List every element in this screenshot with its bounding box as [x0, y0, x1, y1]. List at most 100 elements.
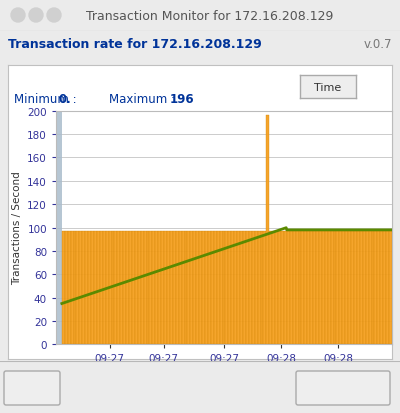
Bar [97, 231, 100, 344]
Bar [164, 231, 167, 344]
Bar [161, 231, 164, 344]
Bar [336, 231, 340, 344]
Bar [354, 231, 357, 344]
Bar [62, 231, 65, 344]
Bar [228, 231, 231, 344]
Bar [184, 231, 188, 344]
Bar [85, 231, 88, 344]
Bar [313, 231, 316, 344]
Bar [217, 231, 220, 344]
Bar [240, 231, 243, 344]
Bar [374, 231, 377, 344]
Bar [150, 231, 152, 344]
Bar [158, 231, 161, 344]
Bar [351, 231, 354, 344]
Text: 0.: 0. [58, 93, 71, 105]
Bar [246, 231, 249, 344]
Bar [211, 231, 214, 344]
Text: Transaction Monitor for 172.16.208.129: Transaction Monitor for 172.16.208.129 [86, 9, 334, 22]
Bar [284, 231, 287, 344]
Bar [59, 112, 62, 344]
Bar [302, 231, 304, 344]
Bar [144, 231, 146, 344]
Text: 196: 196 [169, 93, 194, 105]
Bar [304, 231, 307, 344]
Bar [298, 231, 302, 344]
Bar [340, 231, 342, 344]
Bar [188, 231, 190, 344]
Bar [296, 231, 298, 344]
Bar [383, 231, 386, 344]
Bar [155, 231, 158, 344]
Bar [100, 231, 103, 344]
Bar [112, 231, 114, 344]
Bar [281, 231, 284, 344]
Bar [377, 231, 380, 344]
Bar [357, 231, 360, 344]
Text: Transaction rate for 172.16.208.129: Transaction rate for 172.16.208.129 [8, 38, 262, 50]
Bar [106, 231, 108, 344]
Bar [287, 231, 290, 344]
Text: ▼: ▼ [43, 382, 51, 392]
Bar [322, 231, 325, 344]
Bar [167, 231, 170, 344]
Bar [290, 231, 293, 344]
Bar [342, 231, 345, 344]
Bar [114, 231, 117, 344]
Circle shape [29, 9, 43, 23]
Bar [202, 231, 205, 344]
Bar [117, 231, 120, 344]
Bar [260, 231, 264, 344]
Bar [249, 231, 252, 344]
Bar [237, 231, 240, 344]
Bar [173, 231, 176, 344]
Bar [65, 231, 68, 344]
Bar [269, 231, 272, 344]
Bar [146, 231, 150, 344]
Bar [325, 231, 328, 344]
Bar [348, 231, 351, 344]
Bar [138, 231, 141, 344]
Bar [120, 231, 123, 344]
Bar [79, 231, 82, 344]
Bar [366, 231, 369, 344]
Bar [310, 231, 313, 344]
Bar [389, 231, 392, 344]
Bar [141, 231, 144, 344]
Bar [278, 231, 281, 344]
Bar [331, 231, 334, 344]
Bar [132, 231, 135, 344]
Bar [369, 231, 372, 344]
Bar [231, 231, 234, 344]
Bar [293, 231, 296, 344]
Bar [193, 231, 196, 344]
Bar [275, 231, 278, 344]
Bar [103, 231, 106, 344]
Text: 1: 1 [18, 380, 26, 394]
Circle shape [47, 9, 61, 23]
Bar [307, 231, 310, 344]
Bar [372, 231, 374, 344]
Bar [220, 231, 222, 344]
Bar [264, 231, 266, 344]
Bar [386, 231, 389, 344]
Bar [152, 231, 155, 344]
Bar [135, 231, 138, 344]
Bar [208, 231, 211, 344]
Bar [243, 231, 246, 344]
Bar [328, 231, 331, 344]
Bar [170, 231, 173, 344]
Bar [252, 231, 255, 344]
Bar [222, 231, 226, 344]
Bar [345, 231, 348, 344]
Bar [126, 231, 129, 344]
Bar [266, 116, 269, 344]
Bar [129, 231, 132, 344]
Text: v.0.7: v.0.7 [364, 38, 392, 50]
Bar [71, 231, 74, 344]
Bar [272, 231, 275, 344]
Bar [205, 231, 208, 344]
Bar [363, 231, 366, 344]
Bar [108, 231, 112, 344]
Bar [316, 231, 319, 344]
